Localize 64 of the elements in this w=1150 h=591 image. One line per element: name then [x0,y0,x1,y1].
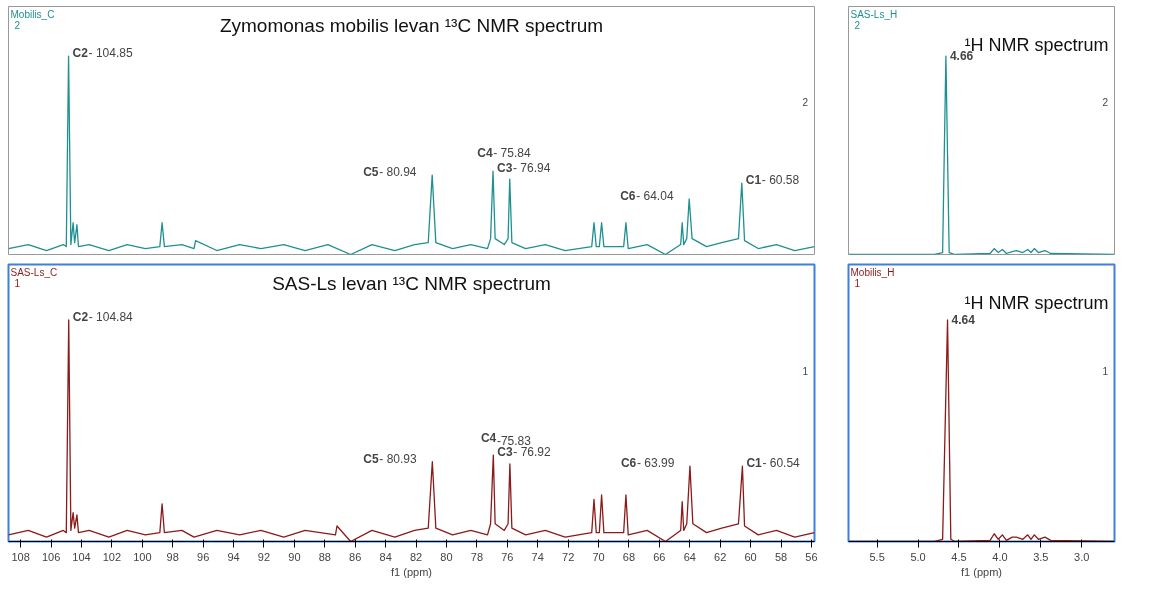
annotation: 2 [802,96,809,108]
x-tick-label: 58 [774,550,788,563]
text: 2 [14,19,21,31]
x-tick-label: 84 [379,550,392,563]
x-tick-label: 104 [72,550,91,563]
annotation: C3- 76.92 [497,445,551,460]
x-tick-label: 70 [592,550,605,563]
x-tick-label: 102 [102,550,122,563]
x-tick-label: 100 [133,550,152,563]
text: SAS-Ls_H [850,8,898,20]
x-tick-label: 82 [409,550,423,563]
chart-title: ¹H NMR spectrum [964,292,1109,313]
x-tick-label: 60 [744,550,757,563]
text: Mobilis_C [10,8,55,20]
x-tick-label: 3.0 [1074,550,1090,563]
text: Mobilis_H [850,266,895,278]
x-tick-label: 74 [531,550,544,563]
text: 2 [854,19,861,31]
annotation: C1- 60.58 [745,173,800,188]
annotation: C4- 75.84 [477,146,531,161]
x-tick-label: 88 [318,550,331,563]
x-tick-label: 4.5 [951,550,967,563]
x-tick-label: 108 [11,550,30,563]
x-tick-label: 5.0 [910,550,926,563]
annotation: 2 [1102,96,1109,108]
x-axis-title: f1 (ppm) [391,565,432,578]
chart-title: SAS-Ls levan ¹³C NMR spectrum [272,272,551,294]
annotation: 1 [1102,366,1109,378]
annotation: C1- 60.54 [746,456,801,471]
x-tick-label: 72 [562,550,575,563]
annotation: C6- 64.04 [620,188,674,203]
x-tick-label: 78 [470,550,484,563]
x-tick-label: 96 [197,550,210,563]
x-tick-label: 64 [683,550,696,563]
x-tick-label: 106 [41,550,61,563]
text: SAS-Ls_C [10,266,58,278]
annotation: C5- 80.94 [363,165,417,180]
x-tick-label: 94 [227,550,240,563]
annotation: 4.66 [949,49,974,64]
x-tick-label: 66 [653,550,666,563]
x-tick-label: 4.0 [992,550,1008,563]
annotation: C5- 80.93 [363,451,418,466]
annotation: C2- 104.85 [72,46,133,61]
x-tick-label: 76 [501,550,514,563]
x-tick-label: 90 [288,550,301,563]
x-tick-label: 62 [714,550,727,563]
annotation: C4-75.83 [480,430,532,448]
x-tick-label: 98 [166,550,179,563]
text: 1 [14,277,21,289]
x-tick-label: 86 [349,550,362,563]
text: 1 [854,277,861,289]
x-tick-label: 5.5 [869,550,885,563]
annotation: C6- 63.99 [620,456,675,471]
annotation: 1 [802,366,809,378]
x-tick-label: 3.5 [1033,550,1049,563]
x-axis-title: f1 (ppm) [961,565,1002,578]
annotation: C3- 76.94 [497,161,551,176]
x-tick-label: 68 [622,550,636,563]
x-tick-label: 92 [257,550,271,563]
x-tick-label: 80 [440,550,453,563]
annotation: 4.64 [951,312,976,327]
annotation: C2- 104.84 [72,309,134,324]
x-tick-label: 56 [805,550,818,563]
chart-title: Zymomonas mobilis levan ¹³C NMR spectrum [219,14,604,36]
